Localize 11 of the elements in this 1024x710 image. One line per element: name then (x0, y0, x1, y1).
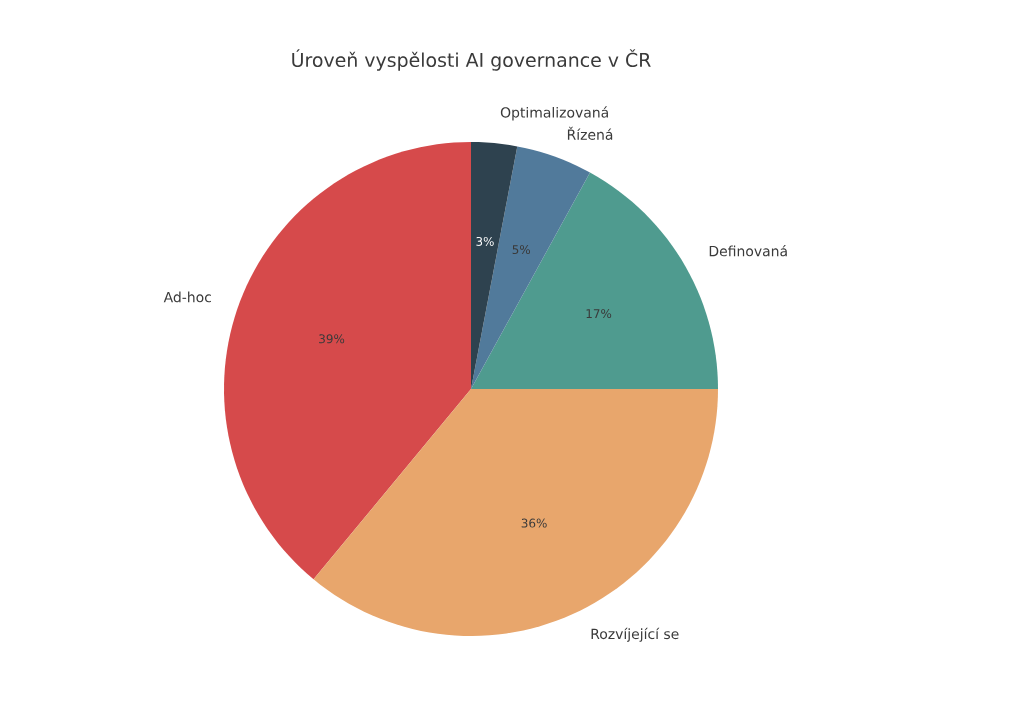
chart-title: Úroveň vyspělosti AI governance v ČR (292, 49, 651, 71)
slice-label: Ad-hoc (163, 291, 211, 303)
slice-label: Rozvíjející se (591, 627, 679, 642)
data-label: 17% (586, 309, 612, 319)
data-label: 5% (512, 245, 531, 255)
slice-label: Řízená (567, 126, 613, 140)
data-label: 3% (476, 236, 494, 246)
data-label: 36% (521, 518, 547, 528)
slice-label: Definovaná (709, 245, 787, 257)
data-label: 39% (319, 334, 345, 344)
slice-label: Optimalizovaná (500, 106, 608, 121)
